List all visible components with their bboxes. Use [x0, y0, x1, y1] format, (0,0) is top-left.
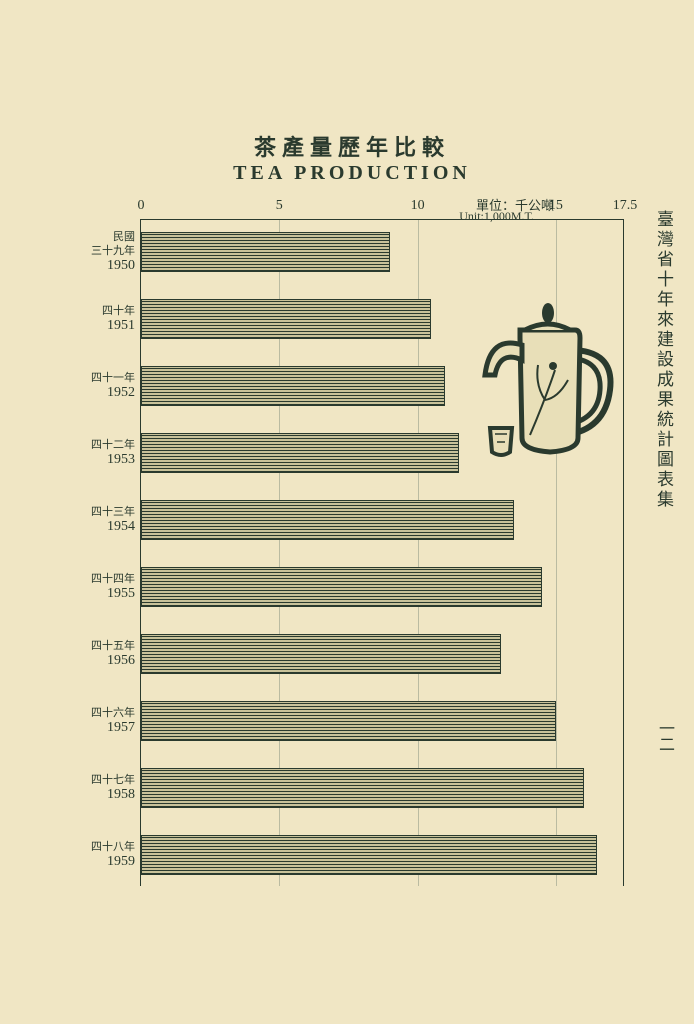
page-number: 一二 — [652, 720, 676, 752]
x-tick-label: 15 — [549, 198, 563, 214]
title-zh: 茶產量歷年比較 — [50, 130, 654, 162]
bar — [141, 366, 445, 406]
y-category-label: 四十一年1952 — [91, 371, 135, 401]
x-tick-label: 17.5 — [613, 198, 638, 214]
bar — [141, 232, 390, 272]
bar-row: 民國三十九年1950 — [141, 232, 625, 272]
x-tick-label: 10 — [411, 198, 425, 214]
tea-production-chart: 05101517.5民國三十九年1950四十年1951四十一年1952四十二年1… — [140, 219, 624, 886]
bar-row: 四十年1951 — [141, 299, 625, 339]
y-category-label: 四十二年1953 — [91, 438, 135, 468]
bar — [141, 768, 584, 808]
bar-row: 四十八年1959 — [141, 835, 625, 875]
bar — [141, 835, 597, 875]
title-block: 茶產量歷年比較 TEA PRODUCTION — [50, 130, 654, 185]
x-tick-label: 5 — [276, 198, 283, 214]
y-category-label: 四十七年1958 — [91, 773, 135, 803]
x-tick-label: 0 — [138, 198, 145, 214]
y-category-label: 民國三十九年1950 — [91, 230, 135, 274]
booklet-title-vertical: 臺灣省十年來建設成果統計圖表集 — [651, 210, 676, 510]
bar — [141, 433, 459, 473]
bar — [141, 634, 501, 674]
title-en: TEA PRODUCTION — [50, 162, 654, 185]
bar-row: 四十七年1958 — [141, 768, 625, 808]
bar — [141, 299, 431, 339]
y-category-label: 四十六年1957 — [91, 706, 135, 736]
bar-row: 四十四年1955 — [141, 567, 625, 607]
y-category-label: 四十五年1956 — [91, 639, 135, 669]
bar-row: 四十二年1953 — [141, 433, 625, 473]
bar-row: 四十五年1956 — [141, 634, 625, 674]
y-category-label: 四十八年1959 — [91, 840, 135, 870]
bar-row: 四十三年1954 — [141, 500, 625, 540]
bar-row: 四十一年1952 — [141, 366, 625, 406]
bar — [141, 500, 514, 540]
bar — [141, 701, 556, 741]
y-category-label: 四十三年1954 — [91, 505, 135, 535]
y-category-label: 四十四年1955 — [91, 572, 135, 602]
bar-row: 四十六年1957 — [141, 701, 625, 741]
page: 茶產量歷年比較 TEA PRODUCTION 單位：千公噸 Unit:1,000… — [0, 0, 694, 1024]
bar — [141, 567, 542, 607]
y-category-label: 四十年1951 — [102, 304, 135, 334]
